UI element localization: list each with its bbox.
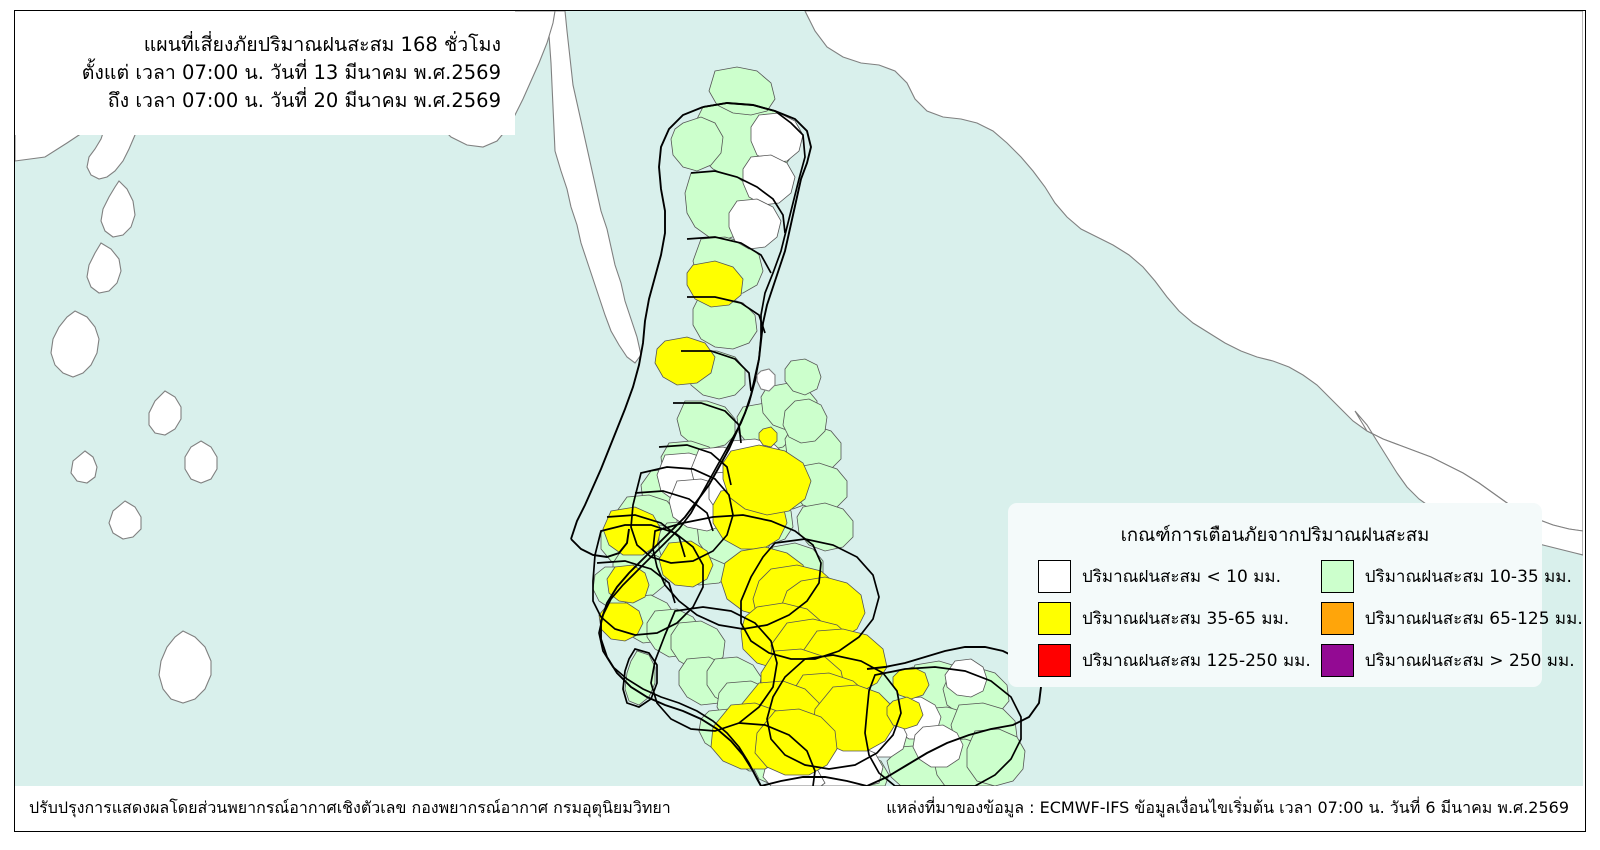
footer: ปรับปรุงการแสดงผลโดยส่วนพยากรณ์อากาศเชิง…: [15, 786, 1583, 830]
title-line-3: ถึง เวลา 07:00 น. วันที่ 20 มีนาคม พ.ศ.2…: [107, 89, 501, 113]
legend-grid: ปริมาณฝนสะสม < 10 มม. ปริมาณฝนสะสม 10-35…: [1024, 560, 1583, 677]
title-panel: แผนที่เสี่ยงภัยปริมาณฝนสะสม 168 ชั่วโมง …: [15, 11, 515, 135]
legend-label-125-250: ปริมาณฝนสะสม 125-250 มม.: [1082, 651, 1311, 671]
legend-item-65-125[interactable]: ปริมาณฝนสะสม 65-125 มม.: [1320, 602, 1583, 635]
legend-item-125-250[interactable]: ปริมาณฝนสะสม 125-250 มม.: [1038, 644, 1311, 677]
legend-label-35-65: ปริมาณฝนสะสม 35-65 มม.: [1082, 609, 1290, 629]
legend-item-35-65[interactable]: ปริมาณฝนสะสม 35-65 มม.: [1038, 602, 1311, 635]
gulf-islands: [756, 358, 828, 448]
legend-panel: เกณฑ์การเตือนภัยจากปริมาณฝนสะสม ปริมาณฝน…: [1008, 503, 1583, 687]
legend-heading: เกณฑ์การเตือนภัยจากปริมาณฝนสะสม: [1120, 525, 1430, 546]
province-borders: [592, 102, 1022, 786]
map-frame: .nb { fill:#ffffff; stroke:#808080; stro…: [14, 10, 1586, 832]
legend-item-under-10[interactable]: ปริมาณฝนสะสม < 10 มม.: [1038, 560, 1311, 593]
legend-label-under-10: ปริมาณฝนสะสม < 10 มม.: [1082, 567, 1282, 587]
legend-swatch-10-35: [1320, 560, 1354, 593]
legend-label-65-125: ปริมาณฝนสะสม 65-125 มม.: [1364, 609, 1583, 629]
map-canvas[interactable]: .nb { fill:#ffffff; stroke:#808080; stro…: [15, 11, 1583, 786]
legend-swatch-65-125: [1320, 602, 1354, 635]
title-line-2: ตั้งแต่ เวลา 07:00 น. วันที่ 13 มีนาคม พ…: [81, 60, 501, 84]
legend-item-over-250[interactable]: ปริมาณฝนสะสม > 250 มม.: [1320, 644, 1583, 677]
title-line-1: แผนที่เสี่ยงภัยปริมาณฝนสะสม 168 ชั่วโมง: [143, 32, 501, 56]
legend-swatch-under-10: [1038, 560, 1071, 593]
legend-label-over-250: ปริมาณฝนสะสม > 250 มม.: [1364, 651, 1575, 671]
footer-data-source: แหล่งที่มาของข้อมูล : ECMWF-IFS ข้อมูลเง…: [886, 798, 1569, 817]
footer-attribution: ปรับปรุงการแสดงผลโดยส่วนพยากรณ์อากาศเชิง…: [29, 798, 671, 817]
legend-swatch-125-250: [1038, 644, 1071, 677]
legend-swatch-35-65: [1038, 602, 1071, 635]
legend-label-10-35: ปริมาณฝนสะสม 10-35 มม.: [1364, 567, 1572, 587]
legend-item-10-35[interactable]: ปริมาณฝนสะสม 10-35 มม.: [1320, 560, 1583, 593]
legend-swatch-over-250: [1320, 644, 1354, 677]
